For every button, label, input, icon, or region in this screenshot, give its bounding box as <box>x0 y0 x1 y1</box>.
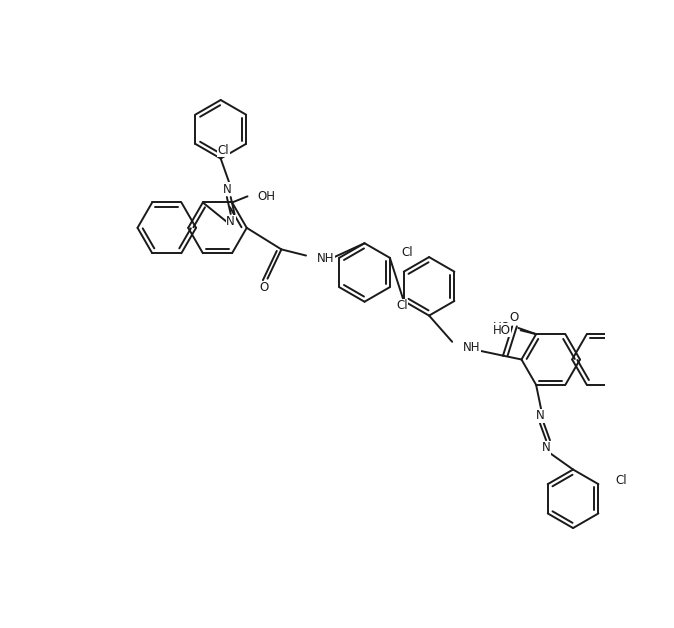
Text: N: N <box>542 441 551 455</box>
Text: Cl: Cl <box>396 300 408 312</box>
Text: N: N <box>222 183 231 196</box>
Text: Cl: Cl <box>402 246 413 259</box>
Text: N: N <box>226 215 235 228</box>
Text: Cl: Cl <box>218 144 229 156</box>
Text: O: O <box>509 311 518 323</box>
Text: O: O <box>259 281 269 295</box>
Text: NH: NH <box>317 252 334 265</box>
Text: Cl: Cl <box>615 474 627 487</box>
Text: OH: OH <box>257 190 276 203</box>
Text: NH: NH <box>463 342 481 354</box>
Text: HO: HO <box>493 324 511 337</box>
Text: N: N <box>536 409 545 422</box>
Text: HO: HO <box>493 322 511 335</box>
